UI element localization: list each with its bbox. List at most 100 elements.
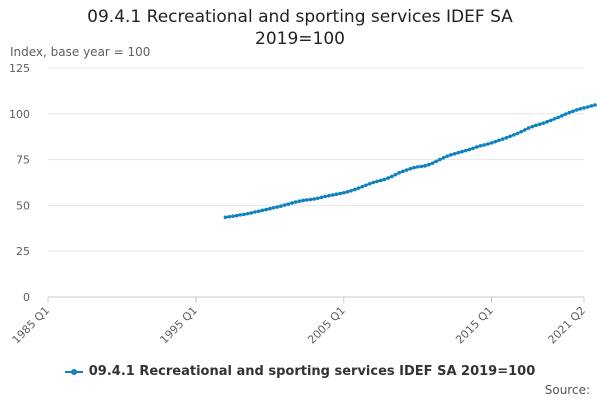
data-point bbox=[282, 203, 287, 207]
data-point bbox=[234, 213, 239, 218]
data-point bbox=[308, 197, 313, 202]
data-point bbox=[523, 128, 527, 132]
data-point bbox=[334, 192, 339, 197]
data-point bbox=[556, 115, 560, 120]
data-point bbox=[534, 123, 538, 128]
legend[interactable]: 09.4.1 Recreational and sporting service… bbox=[0, 364, 600, 381]
data-point bbox=[371, 180, 376, 185]
data-point bbox=[401, 169, 405, 174]
data-point bbox=[245, 211, 250, 216]
y-axis-label: Index, base year = 100 bbox=[10, 45, 151, 59]
data-point bbox=[500, 137, 505, 141]
data-point bbox=[475, 145, 479, 149]
data-point bbox=[552, 117, 557, 121]
data-point bbox=[408, 166, 413, 171]
data-point bbox=[467, 147, 472, 152]
data-point bbox=[249, 211, 254, 215]
data-point bbox=[541, 121, 546, 125]
data-point bbox=[316, 196, 320, 201]
data-point bbox=[327, 193, 331, 198]
data-point bbox=[415, 165, 420, 169]
y-tick-label: 75 bbox=[16, 154, 30, 167]
data-point bbox=[286, 202, 291, 206]
data-point bbox=[478, 144, 483, 148]
data-point bbox=[445, 154, 450, 158]
data-point bbox=[438, 157, 442, 162]
data-point bbox=[231, 214, 235, 219]
data-point bbox=[279, 204, 283, 208]
data-point bbox=[382, 177, 387, 182]
data-point bbox=[460, 149, 464, 154]
data-point bbox=[264, 207, 268, 212]
data-point bbox=[304, 198, 309, 202]
source-label: Source: bbox=[544, 383, 590, 397]
data-point bbox=[404, 168, 409, 172]
data-point bbox=[356, 186, 361, 190]
data-point bbox=[323, 194, 328, 199]
data-point bbox=[345, 190, 350, 194]
data-point bbox=[297, 199, 302, 203]
data-point bbox=[545, 120, 549, 124]
data-point bbox=[489, 141, 494, 145]
data-point bbox=[312, 197, 316, 201]
data-point bbox=[290, 201, 294, 205]
x-tick-label: 1995 Q1 bbox=[157, 304, 200, 347]
data-point bbox=[571, 109, 575, 114]
legend-item[interactable]: 09.4.1 Recreational and sporting service… bbox=[64, 364, 536, 379]
data-point bbox=[242, 212, 246, 217]
data-point bbox=[267, 206, 272, 211]
data-point bbox=[593, 103, 597, 107]
y-tick-label: 25 bbox=[16, 245, 30, 258]
x-tick-label: 2005 Q1 bbox=[305, 304, 348, 347]
data-point bbox=[589, 104, 594, 108]
data-point bbox=[526, 126, 531, 130]
data-point bbox=[330, 193, 335, 197]
data-point bbox=[585, 105, 590, 109]
data-point bbox=[548, 118, 553, 123]
x-tick-label: 2015 Q1 bbox=[453, 304, 496, 347]
data-point bbox=[511, 133, 516, 137]
data-point bbox=[301, 198, 305, 203]
data-point bbox=[567, 110, 572, 115]
data-point bbox=[341, 190, 346, 195]
data-point bbox=[397, 170, 401, 175]
data-point bbox=[504, 136, 509, 140]
data-point bbox=[223, 215, 228, 220]
data-point bbox=[275, 205, 279, 209]
x-tick-label: 2021 Q2 bbox=[546, 304, 589, 347]
series-line bbox=[225, 104, 596, 219]
data-point bbox=[353, 187, 357, 192]
data-point bbox=[386, 176, 390, 180]
data-point bbox=[456, 150, 461, 155]
data-point bbox=[338, 191, 342, 196]
data-point bbox=[452, 151, 457, 156]
data-point bbox=[578, 107, 583, 111]
data-point bbox=[493, 139, 498, 144]
chart-title: 09.4.1 Recreational and sporting service… bbox=[0, 6, 600, 50]
data-point bbox=[515, 131, 520, 136]
data-point bbox=[582, 106, 586, 110]
data-point bbox=[519, 129, 523, 134]
data-point bbox=[508, 134, 512, 139]
data-point bbox=[412, 165, 416, 170]
data-point bbox=[389, 174, 394, 179]
y-tick-label: 50 bbox=[16, 199, 30, 212]
chart-title-line-2: 2019=100 bbox=[255, 29, 345, 49]
data-point bbox=[256, 209, 261, 214]
data-point bbox=[449, 153, 453, 157]
data-point bbox=[260, 208, 265, 213]
data-point bbox=[423, 164, 427, 168]
data-point bbox=[471, 146, 475, 151]
data-point bbox=[560, 114, 564, 118]
y-tick-label: 125 bbox=[9, 62, 30, 75]
data-point bbox=[253, 210, 257, 214]
data-point bbox=[360, 184, 365, 189]
data-point bbox=[426, 162, 431, 167]
x-tick-label: 1985 Q1 bbox=[10, 304, 53, 347]
legend-label: 09.4.1 Recreational and sporting service… bbox=[88, 364, 536, 379]
data-point bbox=[393, 172, 398, 177]
y-tick-label: 100 bbox=[9, 108, 30, 121]
data-point bbox=[463, 148, 468, 153]
data-point bbox=[419, 164, 424, 169]
